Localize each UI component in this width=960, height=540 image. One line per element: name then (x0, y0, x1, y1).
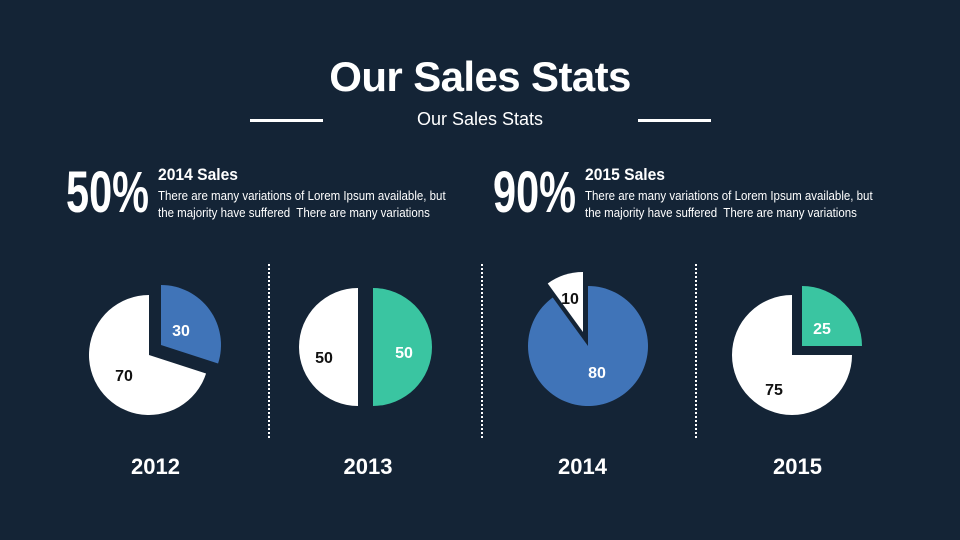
highlight-description: There are many variations of Lorem Ipsum… (585, 188, 873, 222)
title-rule-left (250, 119, 323, 122)
title-rule-right (638, 119, 711, 122)
pie-value-label: 80 (588, 365, 606, 382)
pie-value-label: 10 (561, 291, 579, 308)
year-label: 2015 (773, 454, 822, 479)
pie-chart-2014: 80 10 2014 (527, 272, 648, 479)
highlight-block-2014: 2014 Sales There are many variations of … (158, 166, 446, 222)
pie-chart-2013: 50 50 2013 (299, 288, 432, 479)
description-line: There are many variations of Lorem Ipsum… (158, 189, 446, 203)
pie-value-label: 50 (395, 345, 413, 362)
description-line: the majority have suffered There are man… (158, 206, 430, 220)
pie-value-label: 25 (813, 321, 831, 338)
pie-slice-rest (732, 295, 852, 415)
highlight-percent-2015: 90% (493, 160, 577, 225)
pie-slice-highlight (802, 286, 862, 346)
highlight-description: There are many variations of Lorem Ipsum… (158, 188, 446, 222)
page-subtitle: Our Sales Stats (416, 109, 544, 129)
pie-slice-rest (547, 272, 583, 332)
pie-value-label: 70 (115, 368, 133, 385)
pie-slice-rest (299, 288, 358, 406)
pie-slice-highlight (161, 285, 221, 364)
pie-value-label: 50 (315, 350, 333, 367)
year-label: 2013 (344, 454, 393, 479)
pie-slice-highlight (373, 288, 432, 406)
highlight-heading: 2015 Sales (585, 165, 666, 184)
year-label: 2014 (558, 454, 608, 479)
highlight-block-2015: 2015 Sales There are many variations of … (585, 166, 873, 222)
pie-value-label: 75 (765, 382, 783, 399)
pie-chart-2015: 25 75 2015 (732, 286, 862, 479)
pie-slice-highlight (527, 286, 648, 406)
page-title: Our Sales Stats (329, 53, 631, 100)
year-label: 2012 (131, 454, 180, 479)
highlight-heading: 2014 Sales (158, 165, 239, 184)
description-line: There are many variations of Lorem Ipsum… (585, 189, 873, 203)
pie-slice-rest (88, 295, 207, 416)
highlight-percent-2014: 50% (66, 160, 150, 225)
pie-value-label: 30 (172, 323, 190, 340)
description-line: the majority have suffered There are man… (585, 206, 857, 220)
pie-chart-2012: 30 70 2012 (88, 285, 221, 479)
